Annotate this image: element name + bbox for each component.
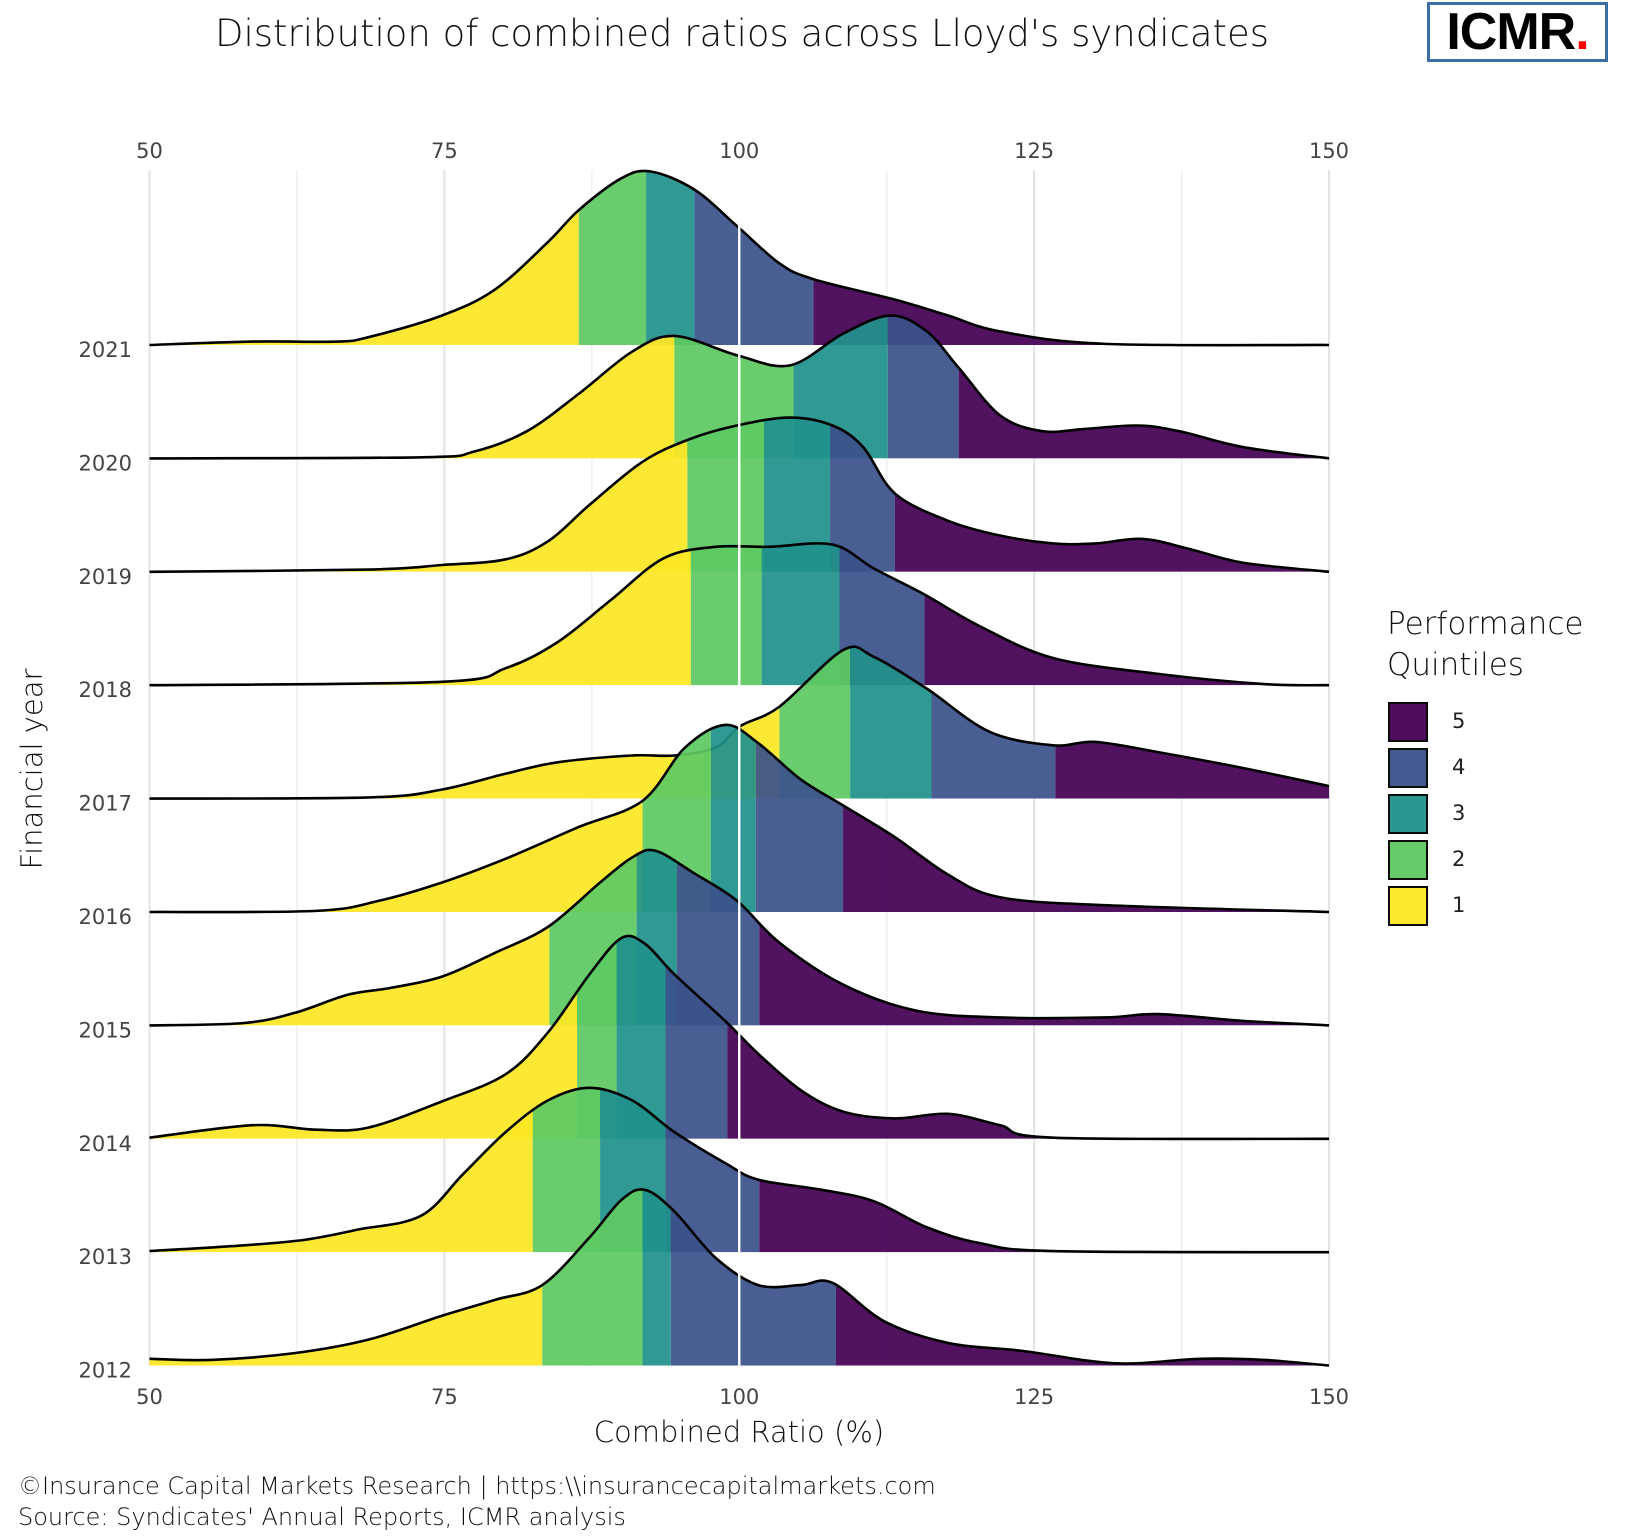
quintile-3-band [646, 170, 695, 346]
x-tick-label-bottom: 150 [1309, 1385, 1349, 1409]
quintile-4-band [694, 170, 814, 346]
legend-label-2: 2 [1452, 847, 1466, 871]
quintile-5-band [1055, 646, 1329, 799]
x-tick-label-top: 150 [1309, 139, 1349, 163]
legend-title-line: Quintiles [1387, 647, 1524, 683]
density-curve-2012 [149, 1188, 1330, 1367]
quintile-5-band [759, 1087, 1329, 1253]
quintile-2-band [690, 543, 762, 686]
density-curve-2016 [149, 723, 1330, 914]
x-tick-label-top: 125 [1014, 139, 1054, 163]
y-tick-label: 2021 [79, 338, 132, 362]
density-curve-2013 [149, 1086, 1330, 1254]
quintile-3-band [642, 1189, 671, 1366]
quintile-5-band [835, 1189, 1329, 1366]
legend-title-line: Performance [1387, 606, 1584, 642]
density-curve-2015 [149, 848, 1330, 1027]
caption-copyright: ©Insurance Capital Markets Research | ht… [18, 1472, 936, 1500]
legend-label-4: 4 [1452, 755, 1466, 779]
legend-label-1: 1 [1452, 893, 1466, 917]
y-tick-label: 2012 [79, 1359, 132, 1383]
y-tick-label: 2016 [79, 905, 132, 929]
density-curve-2019 [149, 416, 1330, 574]
density-curve-2014 [149, 934, 1330, 1141]
chart-title: Distribution of combined ratios across L… [214, 12, 1270, 55]
y-tick-label: 2014 [79, 1132, 132, 1156]
logo-dot: . [1575, 3, 1589, 61]
legend-title: Performance Quintiles [1387, 604, 1583, 686]
quintile-3-band [710, 724, 756, 912]
y-tick-label: 2013 [79, 1245, 132, 1269]
y-tick-label: 2018 [79, 678, 132, 702]
x-tick-label-top: 100 [719, 139, 759, 163]
quintile-4-band [887, 315, 959, 459]
x-tick-label-bottom: 75 [431, 1385, 458, 1409]
y-tick-label: 2017 [79, 792, 132, 816]
quintile-1-band [149, 849, 550, 1026]
x-tick-label-top: 50 [136, 139, 163, 163]
y-tick-label: 2015 [79, 1018, 132, 1042]
quintile-5-band [813, 170, 1329, 346]
density-curve-2020 [149, 314, 1330, 460]
legend-key-1 [1388, 886, 1428, 926]
legend-label-5: 5 [1452, 709, 1466, 733]
quintile-5-band [958, 315, 1329, 459]
quintile-5-band [924, 543, 1329, 686]
x-tick-label-top: 75 [431, 139, 458, 163]
y-tick-label: 2020 [79, 451, 132, 475]
density-curve-2018 [149, 542, 1330, 687]
legend-key-5 [1388, 702, 1428, 742]
logo-text: ICMR [1446, 3, 1576, 61]
quintile-1-band [149, 724, 643, 912]
legend-key-2 [1388, 840, 1428, 880]
density-curve-2021 [149, 169, 1330, 347]
legend-label-3: 3 [1452, 801, 1466, 825]
quintile-2-band [578, 170, 647, 346]
legend-key-3 [1388, 794, 1428, 834]
density-curve-2017 [149, 645, 1330, 800]
x-tick-label-bottom: 125 [1014, 1385, 1054, 1409]
x-tick-label-bottom: 50 [136, 1385, 163, 1409]
legend-key-4 [1388, 748, 1428, 788]
y-axis-title: Financial year [15, 668, 49, 870]
quintile-1-band [149, 170, 579, 346]
x-tick-label-bottom: 100 [719, 1385, 759, 1409]
quintile-2-band [532, 1087, 601, 1253]
x-axis-title: Combined Ratio (%) [593, 1415, 885, 1449]
caption-source: Source: Syndicates' Annual Reports, ICMR… [18, 1503, 626, 1531]
icmr-logo: ICMR. [1427, 2, 1608, 62]
y-tick-label: 2019 [79, 565, 132, 589]
